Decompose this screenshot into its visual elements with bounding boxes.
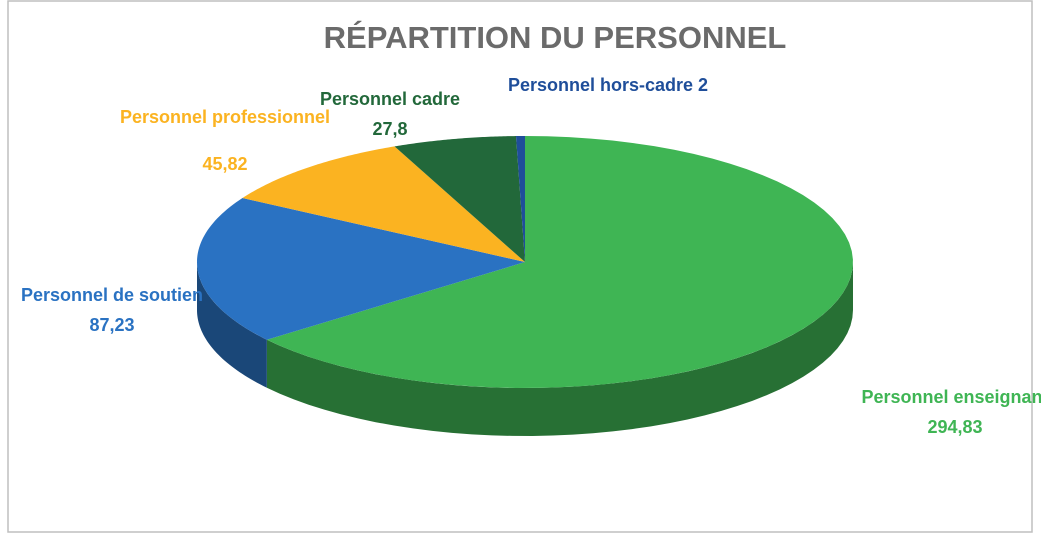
label-category: Personnel de soutien <box>21 285 203 305</box>
chart-title: RÉPARTITION DU PERSONNEL <box>324 20 787 55</box>
pie-tops <box>197 136 853 388</box>
pie-side <box>197 262 267 388</box>
data-label: Personnel hors-cadre 2 <box>508 75 708 95</box>
label-category: Personnel cadre <box>320 89 460 109</box>
pie-slice <box>515 136 525 262</box>
pie-slice <box>197 198 526 340</box>
label-value: 27,8 <box>372 119 407 139</box>
pie-slice <box>394 136 525 262</box>
data-label: Personnel de soutien <box>21 285 203 305</box>
pie-slice <box>242 146 525 262</box>
pie-side <box>266 262 853 436</box>
label-category: Personnel hors-cadre <box>508 75 693 95</box>
data-label: Personnel cadre <box>320 89 460 109</box>
label-value: 2 <box>698 75 708 95</box>
data-label: Personnel professionnel <box>120 107 330 127</box>
data-label: Personnel enseignant <box>861 387 1041 407</box>
label-category: Personnel enseignant <box>861 387 1041 407</box>
label-category: Personnel professionnel <box>120 107 330 127</box>
label-value: 87,23 <box>89 315 134 335</box>
pie-slice <box>266 136 853 388</box>
pie-sides <box>197 262 853 436</box>
label-value: 45,82 <box>202 154 247 174</box>
label-value: 294,83 <box>927 417 982 437</box>
